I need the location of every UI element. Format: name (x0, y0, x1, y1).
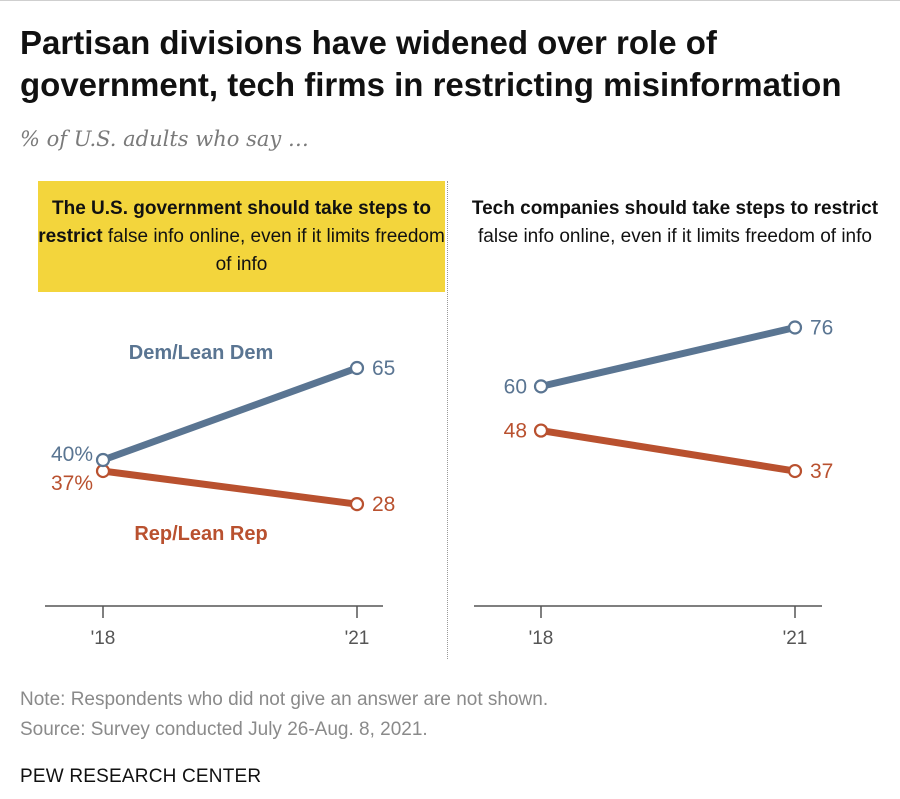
data-label-dem: 76 (810, 317, 833, 340)
series-line-dem (101, 364, 359, 464)
data-point-dem (533, 379, 549, 394)
data-label-rep: 37 (810, 460, 833, 483)
series-name-rep: Rep/Lean Rep (134, 523, 267, 545)
data-label-dem: 60 (504, 375, 527, 398)
data-point-rep (349, 497, 365, 512)
x-tick-label: '18 (91, 628, 116, 649)
data-label-rep: 37% (51, 472, 93, 495)
x-tick-label: '21 (345, 628, 370, 649)
data-label-rep: 28 (372, 493, 395, 516)
x-tick-label: '21 (783, 628, 808, 649)
brand-label: PEW RESEARCH CENTER (20, 766, 262, 787)
source-text: Source: Survey conducted July 26-Aug. 8,… (20, 719, 428, 740)
panel2-heading-rest: false info online, even if it limits fre… (478, 226, 872, 247)
x-tick-label: '18 (529, 628, 554, 649)
panel2-heading: Tech companies should take steps to rest… (470, 181, 880, 251)
data-label-dem: 65 (372, 357, 395, 380)
top-rule (0, 0, 900, 1)
panel1-heading: The U.S. government should take steps to… (38, 181, 445, 292)
chart-subtitle: % of U.S. adults who say … (20, 127, 309, 151)
data-point-dem (787, 320, 803, 335)
data-point-dem (349, 360, 365, 376)
panel1-heading-rest: false info online, even if it limits fre… (107, 226, 445, 275)
data-label-dem: 40% (51, 443, 93, 466)
chart-title: Partisan divisions have widened over rol… (20, 24, 842, 103)
series-line-rep (102, 467, 358, 508)
data-point-rep (787, 463, 803, 479)
note-text: Note: Respondents who did not give an an… (20, 689, 549, 710)
panel1-heading-bold: The U.S. government should take steps to… (38, 198, 431, 247)
panel2-heading-bold: Tech companies should take steps to rest… (471, 198, 879, 219)
data-point-rep (533, 423, 549, 438)
series-name-dem: Dem/Lean Dem (129, 342, 274, 364)
data-point-dem (95, 452, 111, 468)
data-label-rep: 48 (504, 420, 527, 443)
panel-divider (447, 181, 448, 659)
series-line-dem (540, 324, 796, 390)
series-line-rep (540, 427, 796, 475)
